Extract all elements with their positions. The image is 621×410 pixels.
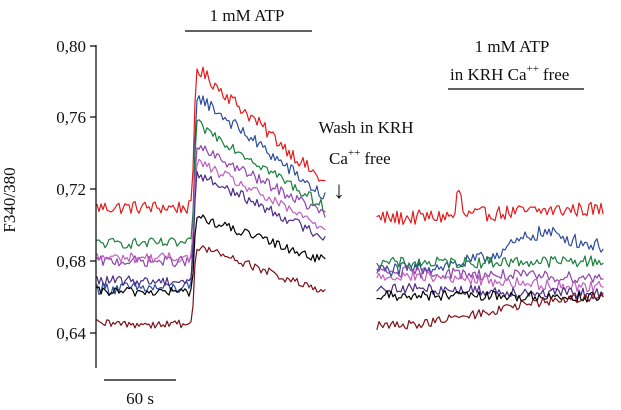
trace-series-7-segment-2 (376, 290, 604, 303)
trace-group (96, 66, 604, 330)
wash-ca: Ca (329, 149, 348, 168)
y-axis-label: F340/380 (0, 167, 19, 232)
second-atp-superscript: ++ (527, 63, 539, 75)
trace-series-5-segment-2 (376, 270, 604, 292)
trace-series-8-segment-1 (96, 245, 326, 329)
y-tick-label-080: 0,80 (56, 37, 86, 56)
y-tick-label-072: 0,72 (56, 180, 86, 199)
trace-series-3-segment-1 (96, 119, 326, 250)
trace-series-2-segment-1 (96, 95, 326, 296)
trace-series-3-segment-2 (376, 255, 604, 269)
time-scale-label: 60 s (126, 389, 154, 408)
trace-series-1-segment-1 (96, 66, 326, 215)
wash-arrow: ↓ (333, 178, 345, 204)
y-tick-label-064: 0,64 (56, 324, 86, 343)
trace-series-1-segment-2 (376, 189, 604, 225)
trace-series-8-segment-2 (376, 292, 604, 330)
second-atp-label-line2: in KRH Ca++ free (450, 63, 569, 84)
trace-series-4-segment-1 (96, 145, 326, 268)
trace-series-5-segment-1 (96, 158, 326, 264)
trace-series-6-segment-1 (96, 170, 326, 287)
second-atp-post: free (543, 65, 569, 84)
y-tick-label-068: 0,68 (56, 252, 86, 271)
trace-series-2-segment-2 (376, 225, 604, 278)
wash-label-line1: Wash in KRH (319, 118, 414, 137)
second-atp-label-line1: 1 mM ATP (475, 37, 550, 56)
trace-series-7-segment-1 (96, 214, 326, 297)
wash-superscript: ++ (348, 147, 360, 159)
wash-label-line2: Ca++ free (329, 147, 391, 168)
y-tick-label-076: 0,76 (56, 108, 86, 127)
wash-free: free (364, 149, 390, 168)
atp-label: 1 mM ATP (210, 6, 285, 25)
trace-series-6-segment-2 (376, 283, 604, 300)
trace-series-4-segment-2 (376, 266, 604, 284)
second-atp-pre: in KRH Ca (450, 65, 527, 84)
